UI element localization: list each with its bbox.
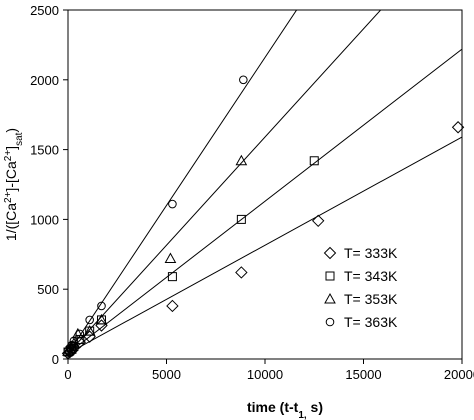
data-point-circle [69, 336, 79, 346]
data-point-diamond [166, 299, 179, 313]
legend-label: T= 353K [344, 291, 398, 307]
y-tick-label: 1500 [30, 143, 59, 158]
data-point-square [167, 272, 177, 282]
data-point-square [75, 334, 85, 344]
fit-lines [68, 10, 462, 354]
data-point-circle [75, 329, 85, 339]
data-point-triangle [95, 313, 108, 325]
x-axis-title: time (t-t1, s) [247, 399, 323, 420]
x-tick-label: 5000 [152, 367, 181, 382]
x-tick-label: 0 [64, 367, 71, 382]
fit-line [68, 10, 382, 354]
x-tick-label: 15000 [345, 367, 381, 382]
data-point-circle [97, 301, 106, 311]
fit-line [68, 136, 462, 354]
fit-line [68, 10, 298, 354]
y-axis-title: 1/([Ca2+]-[Ca2+]sat) [3, 128, 25, 241]
data-point-triangle [72, 327, 84, 339]
data-point-circle [168, 199, 177, 209]
data-point-circle [65, 343, 75, 353]
y-tick-label: 500 [37, 282, 59, 297]
y-tick-label: 2000 [30, 73, 59, 88]
data-point-diamond [235, 266, 248, 279]
legend: T= 333K T= 343K T= 353K T= 363K [323, 245, 398, 330]
legend-marker-diamond [323, 246, 337, 260]
legend-label: T= 333K [344, 245, 398, 261]
legend-marker-circle [325, 317, 335, 327]
data-point-triangle [164, 252, 177, 263]
legend-label: T= 363K [344, 314, 398, 330]
y-axis-ticks: 0 500 1000 1500 2000 2500 [30, 3, 68, 367]
data-point-triangle [235, 154, 248, 166]
legend-marker-square [325, 271, 335, 281]
y-tick-label: 1000 [30, 212, 59, 227]
legend-label: T= 343K [344, 268, 398, 284]
data-point-triangle [83, 325, 96, 336]
data-point-square [309, 156, 319, 166]
data-point-circle [239, 75, 248, 85]
fit-line [68, 48, 462, 354]
y-tick-label: 2500 [30, 3, 59, 18]
plot-frame [67, 9, 463, 360]
data-point-circle [85, 315, 94, 325]
data-markers [61, 75, 465, 360]
data-point-diamond [311, 214, 325, 228]
x-tick-label: 10000 [247, 367, 283, 382]
data-point-square [236, 214, 246, 224]
legend-marker-triangle [324, 292, 336, 304]
y-tick-label: 0 [52, 352, 59, 367]
